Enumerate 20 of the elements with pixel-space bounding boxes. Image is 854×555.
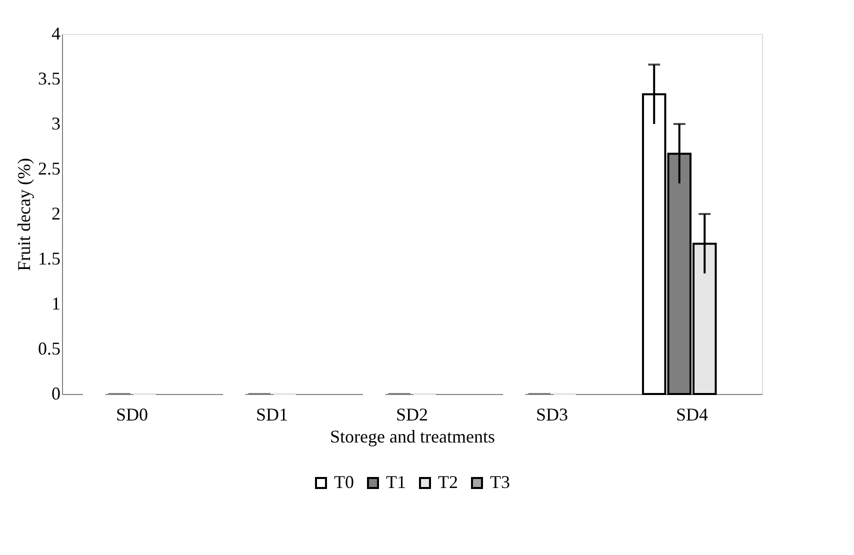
y-tick-label: 2.5 bbox=[38, 158, 60, 178]
x-tick-label: SD1 bbox=[256, 404, 288, 424]
y-tick-label: 1 bbox=[52, 294, 60, 314]
x-tick-label: SD0 bbox=[116, 404, 148, 424]
x-tick-label: SD3 bbox=[536, 404, 568, 424]
y-tick-label: 2 bbox=[52, 204, 60, 224]
y-tick-label: 3.5 bbox=[38, 68, 60, 88]
y-tick-label: 0 bbox=[52, 384, 60, 404]
legend-label: T3 bbox=[490, 472, 510, 492]
y-tick-label: 3 bbox=[52, 114, 60, 134]
x-axis-title: Storege and treatments bbox=[330, 426, 495, 446]
legend-label: T2 bbox=[438, 472, 458, 492]
legend-label: T1 bbox=[386, 472, 406, 492]
x-tick-label: SD2 bbox=[396, 404, 428, 424]
x-tick-label: SD4 bbox=[676, 404, 708, 424]
y-tick-label: 4 bbox=[52, 24, 60, 44]
y-tick-label: 1.5 bbox=[38, 248, 60, 268]
y-axis-title: Fruit decay (%) bbox=[14, 158, 34, 271]
legend-label: T0 bbox=[334, 472, 354, 492]
y-tick-label: 0.5 bbox=[38, 338, 60, 358]
